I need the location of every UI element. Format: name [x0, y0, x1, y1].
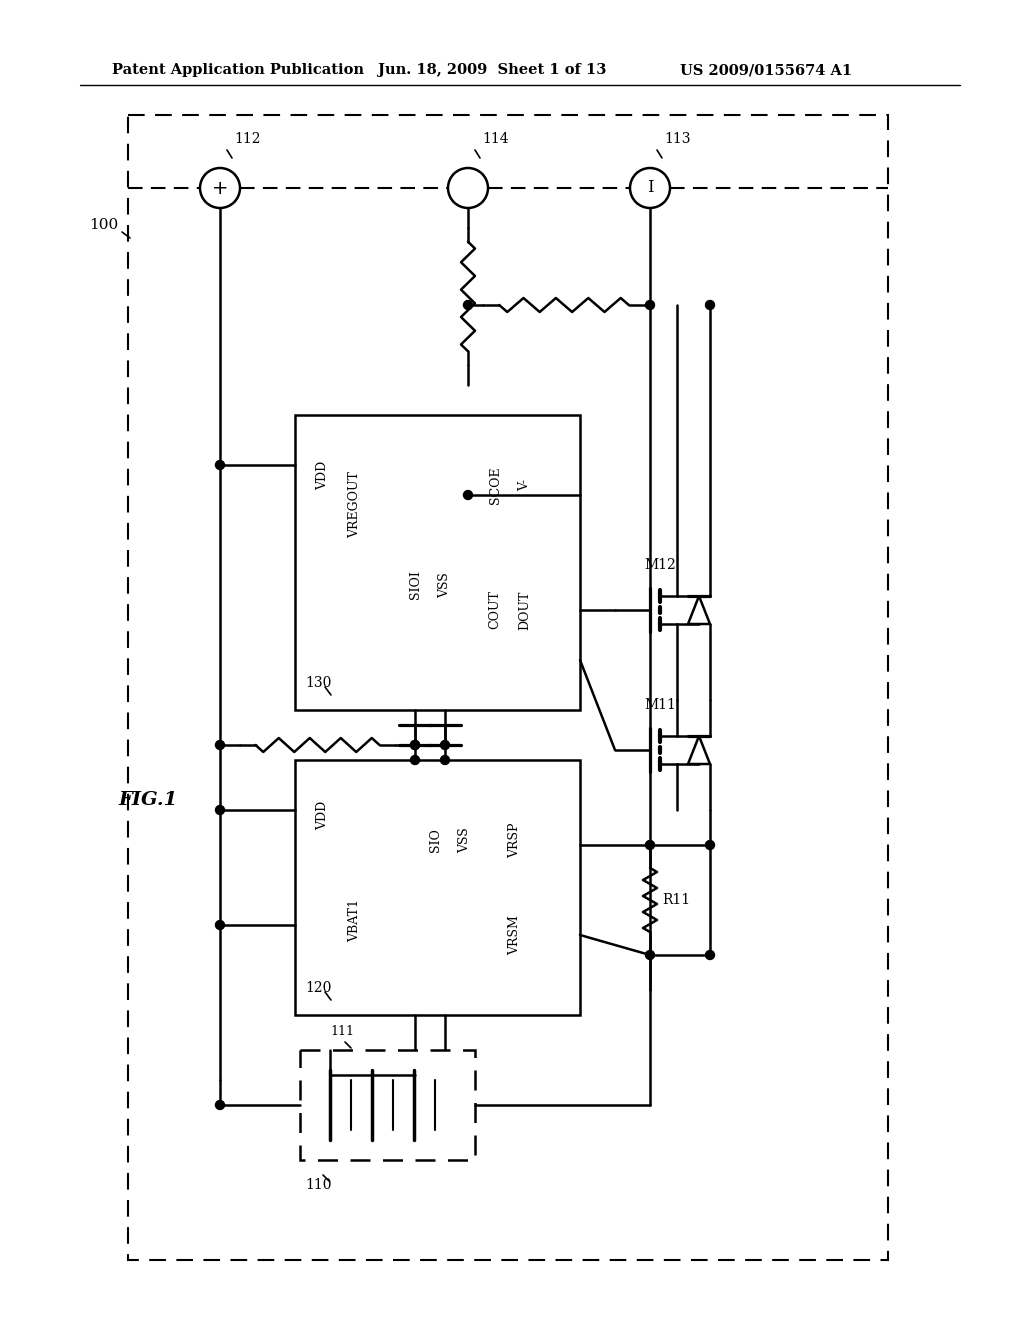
Text: 113: 113 — [664, 132, 690, 147]
Text: FIG.1: FIG.1 — [119, 791, 177, 809]
Text: VDD: VDD — [316, 800, 330, 830]
Text: VRSP: VRSP — [509, 822, 521, 858]
Text: 100: 100 — [89, 218, 118, 232]
Text: VSS: VSS — [438, 572, 452, 598]
Circle shape — [215, 920, 224, 929]
Bar — [128, 115, 888, 1261]
Text: Patent Application Publication: Patent Application Publication — [112, 63, 364, 77]
Circle shape — [215, 1101, 224, 1110]
Circle shape — [411, 741, 420, 750]
Text: VRSM: VRSM — [509, 915, 521, 954]
Text: VREGOUT: VREGOUT — [348, 471, 361, 539]
Bar — [300, 1049, 475, 1160]
Text: 112: 112 — [234, 132, 260, 147]
Circle shape — [215, 461, 224, 470]
Circle shape — [440, 755, 450, 764]
Text: 110: 110 — [305, 1177, 332, 1192]
Circle shape — [215, 805, 224, 814]
Circle shape — [645, 950, 654, 960]
Circle shape — [449, 168, 488, 209]
Circle shape — [464, 491, 472, 499]
Text: VDD: VDD — [316, 461, 330, 490]
Bar — [295, 414, 580, 710]
Text: 120: 120 — [305, 981, 332, 995]
Circle shape — [215, 741, 224, 750]
Text: V-: V- — [518, 479, 531, 491]
Circle shape — [411, 741, 420, 750]
Circle shape — [630, 168, 670, 209]
Text: COUT: COUT — [488, 590, 502, 630]
Text: VBAT1: VBAT1 — [348, 899, 361, 941]
Text: R11: R11 — [662, 894, 690, 907]
Text: +: + — [212, 178, 228, 198]
Circle shape — [706, 950, 715, 960]
Text: SCOE: SCOE — [488, 466, 502, 504]
Text: M12: M12 — [644, 558, 676, 572]
Text: VSS: VSS — [459, 828, 471, 853]
Text: Jun. 18, 2009  Sheet 1 of 13: Jun. 18, 2009 Sheet 1 of 13 — [378, 63, 606, 77]
Text: 114: 114 — [482, 132, 509, 147]
Circle shape — [411, 755, 420, 764]
Circle shape — [645, 841, 654, 850]
Text: I: I — [647, 180, 653, 197]
Text: 130: 130 — [305, 676, 332, 690]
Text: SIO: SIO — [428, 828, 441, 851]
Circle shape — [200, 168, 240, 209]
Text: SIOI: SIOI — [409, 570, 422, 599]
Text: 111: 111 — [330, 1026, 354, 1038]
Circle shape — [706, 301, 715, 309]
Text: US 2009/0155674 A1: US 2009/0155674 A1 — [680, 63, 852, 77]
Circle shape — [440, 741, 450, 750]
Circle shape — [464, 301, 472, 309]
Circle shape — [645, 301, 654, 309]
Text: DOUT: DOUT — [518, 590, 531, 630]
Circle shape — [706, 841, 715, 850]
Bar — [295, 760, 580, 1015]
Text: M11: M11 — [644, 698, 676, 711]
